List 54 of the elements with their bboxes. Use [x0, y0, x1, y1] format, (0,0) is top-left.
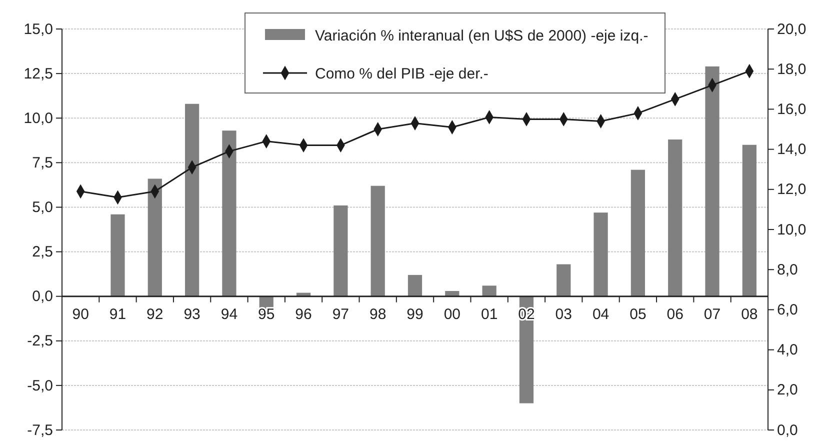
y-tick-label: 7,5: [32, 154, 53, 172]
bar: [370, 186, 385, 296]
y-tick-label: 2,5: [32, 244, 53, 261]
y-tick-label: -5,0: [27, 377, 53, 394]
bar: [630, 170, 646, 296]
x-tick-label: 98: [370, 306, 386, 323]
bar: [705, 66, 720, 296]
bar: [742, 144, 756, 296]
y-tick-label: 12,5: [24, 65, 53, 82]
y-tick-label: -2,5: [27, 332, 53, 350]
y2-tick-label: 12,0: [777, 181, 806, 198]
x-tick-label: 99: [406, 306, 424, 323]
bar: [148, 178, 162, 296]
y2-tick-label: 2,0: [777, 382, 798, 399]
y2-tick-label: 16,0: [777, 101, 806, 118]
x-tick-label: 07: [704, 306, 721, 323]
legend-label: Como % del PIB -eje der.-: [315, 65, 488, 82]
y-tick-label: 10,0: [24, 110, 53, 127]
bar: [334, 205, 348, 296]
x-tick-label: 05: [630, 306, 646, 323]
x-tick-label: 97: [332, 306, 350, 323]
y-tick-label: 0,0: [32, 288, 53, 306]
x-tick-label: 91: [109, 306, 126, 323]
y-tick-label: -7,5: [27, 422, 53, 439]
x-tick-label: 01: [480, 306, 498, 323]
x-tick-label: 06: [666, 306, 684, 323]
y2-tick-label: 10,0: [777, 221, 806, 238]
y2-tick-label: 8,0: [777, 261, 798, 278]
y2-tick-label: 0,0: [777, 422, 798, 439]
bar: [482, 286, 496, 296]
x-tick-label: 90: [72, 306, 89, 323]
bar: [184, 104, 200, 296]
legend-label: Variación % interanual (en U$S de 2000) -eje izq.-: [315, 27, 648, 44]
x-tick-label: 08: [741, 306, 758, 323]
x-tick-label: 00: [444, 306, 460, 323]
bar: [408, 274, 422, 296]
x-tick-label: 96: [295, 306, 312, 323]
bar: [668, 140, 682, 296]
x-tick-label: 94: [220, 306, 238, 323]
y-tick-label: 5,0: [32, 199, 53, 216]
y2-tick-label: 18,0: [777, 60, 806, 78]
x-tick-label: 03: [555, 306, 572, 323]
y-tick-label: 15,0: [24, 20, 53, 38]
x-tick-label: 92: [146, 306, 164, 323]
bar: [594, 212, 608, 296]
y2-tick-label: 6,0: [777, 302, 798, 318]
bar: [110, 214, 125, 296]
y2-tick-label: 14,0: [777, 141, 806, 158]
y2-tick-label: 20,0: [777, 20, 806, 38]
x-tick-label: 93: [184, 306, 200, 323]
x-tick-label: 04: [592, 306, 610, 323]
bar: [556, 264, 571, 296]
bar: [222, 130, 236, 296]
y2-tick-label: 4,0: [777, 342, 798, 359]
